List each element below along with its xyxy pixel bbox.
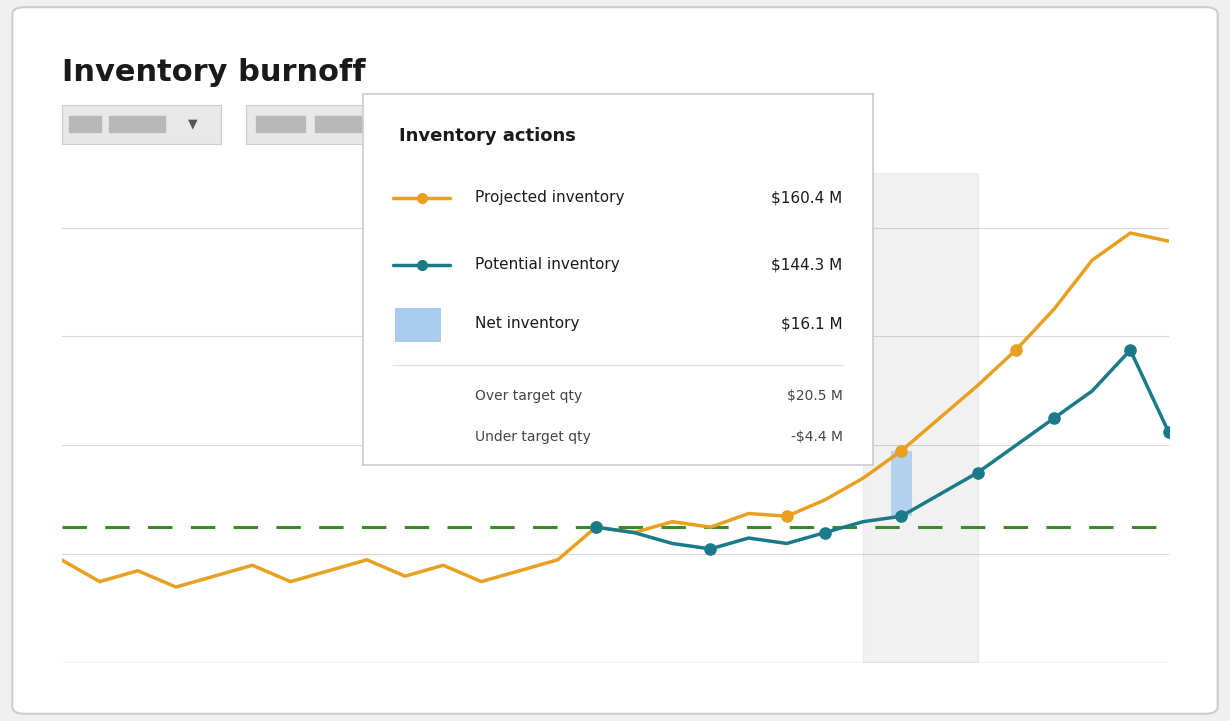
Text: -$4.4 M: -$4.4 M: [791, 430, 843, 444]
Point: [968, 467, 988, 479]
Bar: [395, 309, 440, 342]
Point: [1121, 345, 1140, 356]
Bar: [863, 173, 978, 663]
Bar: [315, 116, 364, 133]
Point: [585, 521, 605, 533]
Bar: [891, 451, 911, 516]
Point: [892, 510, 911, 522]
Text: Potential inventory: Potential inventory: [475, 257, 620, 272]
Bar: [256, 116, 305, 133]
Point: [892, 445, 911, 456]
Text: Projected inventory: Projected inventory: [475, 190, 625, 205]
Text: Inventory burnoff: Inventory burnoff: [62, 58, 365, 87]
Text: $144.3 M: $144.3 M: [771, 257, 843, 272]
Point: [1044, 412, 1064, 424]
Text: Net inventory: Net inventory: [475, 317, 579, 332]
Text: $160.4 M: $160.4 M: [771, 190, 843, 205]
Text: ▼: ▼: [188, 118, 198, 131]
Bar: [109, 116, 165, 133]
Point: [701, 543, 721, 554]
Text: Under target qty: Under target qty: [475, 430, 592, 444]
Text: $20.5 M: $20.5 M: [787, 389, 843, 403]
Point: [1006, 345, 1026, 356]
Bar: [69, 116, 101, 133]
Point: [585, 521, 605, 533]
Bar: [374, 116, 423, 133]
Point: [815, 527, 835, 539]
Point: [1159, 426, 1178, 438]
Text: Over target qty: Over target qty: [475, 389, 582, 403]
Text: Inventory actions: Inventory actions: [399, 127, 576, 145]
Text: $16.1 M: $16.1 M: [781, 317, 843, 332]
Point: [777, 510, 797, 522]
